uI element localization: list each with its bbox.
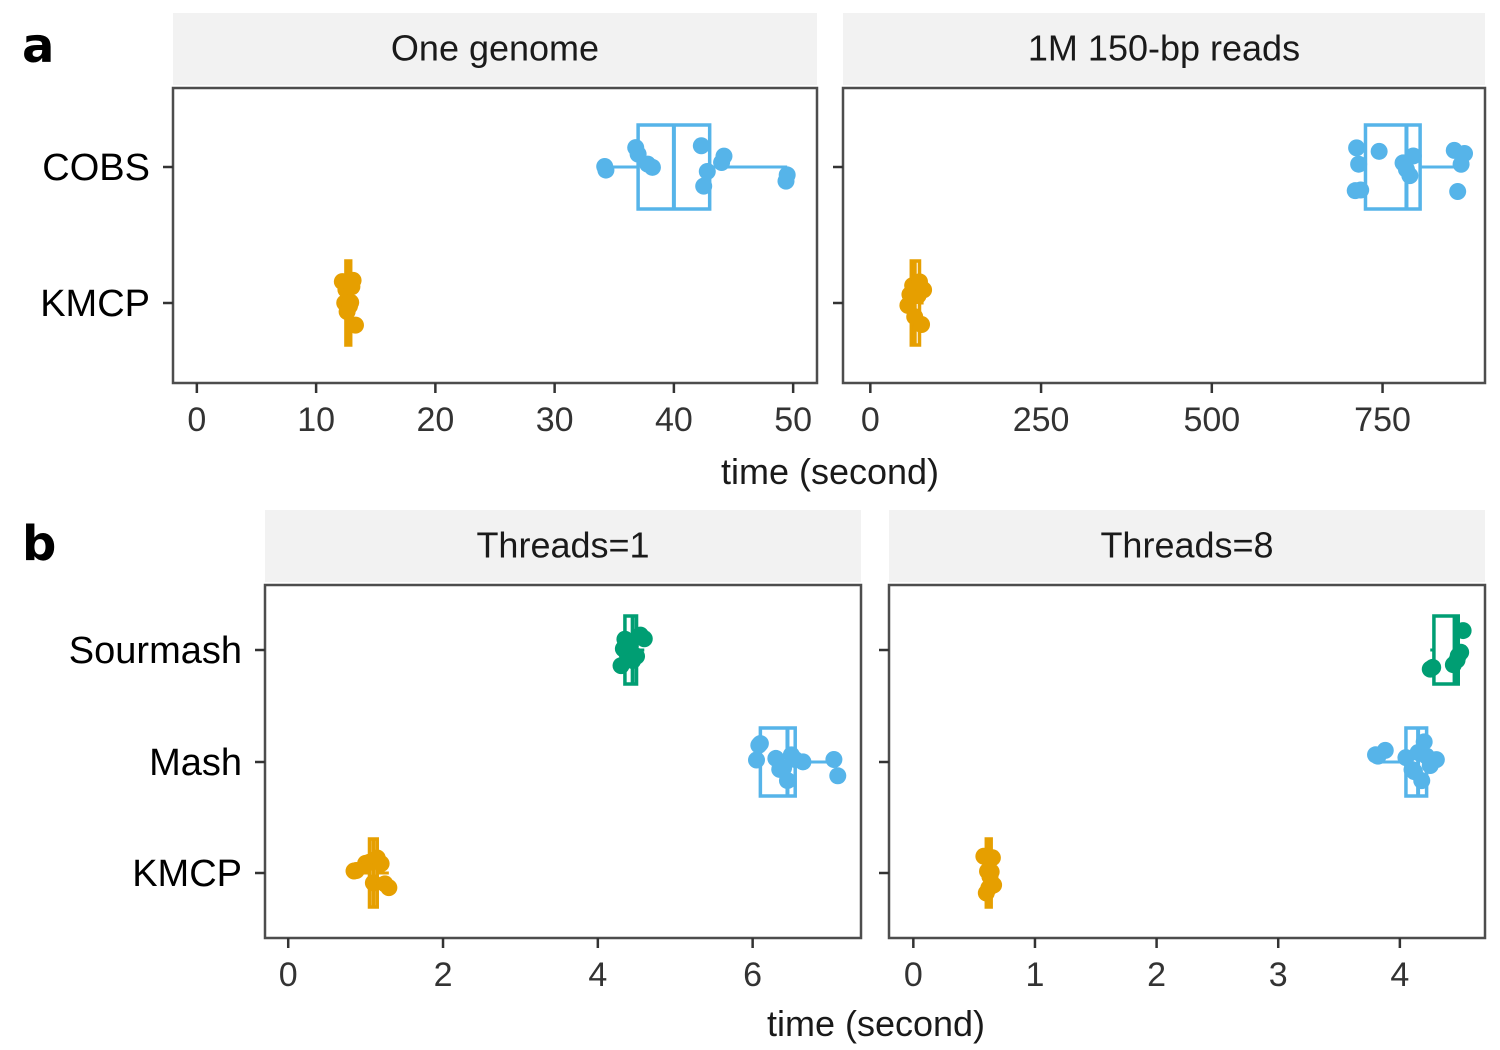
panel-label-a: a xyxy=(22,18,54,74)
data-point xyxy=(1449,182,1467,200)
data-point xyxy=(692,137,710,155)
facet-title: One genome xyxy=(391,28,599,69)
data-point xyxy=(915,281,933,299)
data-point xyxy=(1352,181,1370,199)
x-tick-label: 500 xyxy=(1183,401,1240,439)
data-point xyxy=(1348,139,1366,157)
data-point xyxy=(643,158,661,176)
x-tick-label: 250 xyxy=(1013,401,1070,439)
series-cobs xyxy=(1346,123,1474,211)
facet-2: Threads=1 0 2 4 6 Sourmash Mash KMCP xyxy=(69,510,863,994)
series-kmcp xyxy=(899,259,933,347)
x-tick-label: 6 xyxy=(743,956,762,994)
data-point xyxy=(982,863,1000,881)
x-tick-label: 10 xyxy=(297,401,335,439)
x-tick-label: 4 xyxy=(1390,956,1409,994)
data-point xyxy=(1401,167,1419,185)
data-point xyxy=(346,316,364,334)
series-mash xyxy=(1367,726,1445,798)
x-tick-label: 20 xyxy=(416,401,454,439)
category-label-cobs: COBS xyxy=(42,147,150,189)
series-kmcp xyxy=(345,837,398,909)
data-point xyxy=(913,315,931,333)
data-point xyxy=(778,166,796,184)
data-point xyxy=(1370,142,1388,160)
x-tick-label: 750 xyxy=(1354,401,1411,439)
x-tick-label: 4 xyxy=(588,956,607,994)
x-tick-label: 30 xyxy=(536,401,574,439)
x-tick-label: 2 xyxy=(1147,956,1166,994)
data-point xyxy=(1454,622,1472,640)
data-point xyxy=(695,177,713,195)
x-tick-label: 0 xyxy=(187,401,206,439)
facet-title: 1M 150-bp reads xyxy=(1028,28,1300,69)
category-label-mash: Mash xyxy=(149,742,242,784)
data-point xyxy=(698,163,716,181)
facet-3: Threads=8 0 1 2 3 4 xyxy=(879,510,1487,994)
series-kmcp xyxy=(975,837,1003,909)
x-axis-title-b: time (second) xyxy=(767,1003,985,1044)
data-point xyxy=(342,293,360,311)
facet-strip xyxy=(843,13,1485,85)
data-point xyxy=(1350,155,1368,173)
data-point xyxy=(829,767,847,785)
series-sourmash xyxy=(612,614,653,686)
x-tick-label: 2 xyxy=(434,956,453,994)
data-point xyxy=(1415,733,1433,751)
series-kmcp xyxy=(333,259,364,347)
panel-label-b: b xyxy=(22,516,56,572)
data-point xyxy=(380,879,398,897)
data-point xyxy=(1456,145,1474,163)
category-label-sourmash: Sourmash xyxy=(69,630,242,672)
series-sourmash xyxy=(1421,614,1472,686)
data-point xyxy=(983,849,1001,867)
series-cobs xyxy=(596,123,796,211)
x-tick-label: 0 xyxy=(279,956,298,994)
data-point xyxy=(751,735,769,753)
x-tick-label: 40 xyxy=(655,401,693,439)
panel-border xyxy=(841,86,1487,385)
data-point xyxy=(825,751,843,769)
data-point xyxy=(1427,751,1445,769)
panel-border xyxy=(171,86,819,385)
data-point xyxy=(1413,772,1431,790)
category-label-kmcp: KMCP xyxy=(40,283,150,325)
facet-0: One genome 0 10 20 30 40 50 COBS KMCP xyxy=(40,13,819,439)
data-point xyxy=(1404,147,1422,165)
facet-strip xyxy=(173,13,817,85)
data-point xyxy=(748,751,766,769)
x-axis-title-a: time (second) xyxy=(721,451,939,492)
data-point xyxy=(778,772,796,790)
data-point xyxy=(1424,658,1442,676)
series-mash xyxy=(748,726,847,798)
data-point xyxy=(985,876,1003,894)
facet-strip xyxy=(265,510,861,582)
data-point xyxy=(344,271,362,289)
data-point xyxy=(635,630,653,648)
data-point xyxy=(794,753,812,771)
x-tick-label: 0 xyxy=(904,956,923,994)
x-tick-label: 3 xyxy=(1269,956,1288,994)
facet-title: Threads=1 xyxy=(476,525,649,566)
x-tick-label: 50 xyxy=(774,401,812,439)
data-point xyxy=(1452,643,1470,661)
facet-strip xyxy=(889,510,1485,582)
facet-1: 1M 150-bp reads 0 250 500 750 xyxy=(833,13,1487,439)
data-point xyxy=(628,647,646,665)
x-tick-label: 0 xyxy=(861,401,880,439)
data-point xyxy=(715,147,733,165)
data-point xyxy=(372,855,390,873)
category-label-kmcp: KMCP xyxy=(132,853,242,895)
x-tick-label: 1 xyxy=(1025,956,1044,994)
facet-title: Threads=8 xyxy=(1100,525,1273,566)
data-point xyxy=(1376,741,1394,759)
panel-border xyxy=(263,583,863,940)
data-point xyxy=(597,161,615,179)
